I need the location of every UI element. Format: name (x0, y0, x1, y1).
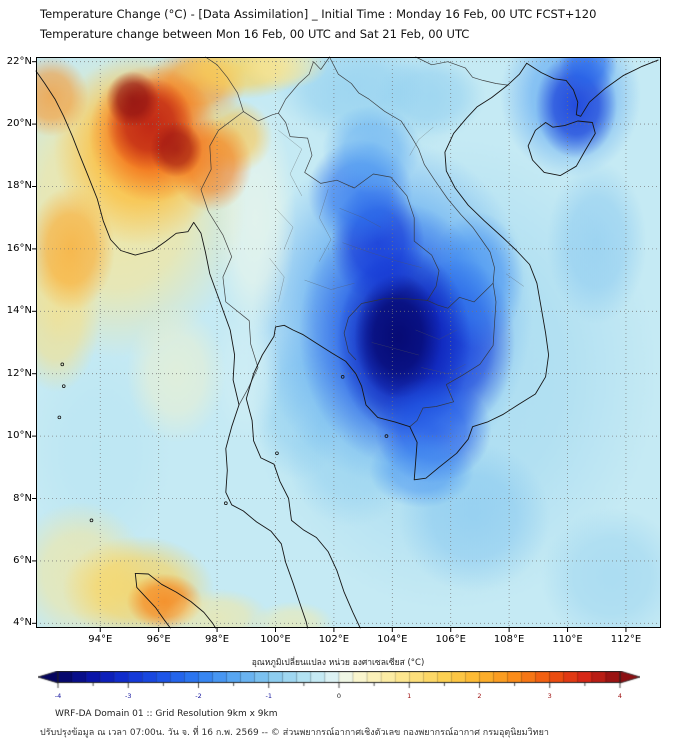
lat-tick-label: 6°N (13, 554, 32, 566)
lon-tick-label: 100°E (260, 634, 291, 645)
colorbar-tick-label: -4 (54, 692, 62, 700)
colorbar-tick-label: 3 (547, 692, 552, 700)
footer-update-info: ปรับปรุงข้อมูล ณ เวลา 07:00น. วัน จ. ที่… (40, 728, 549, 738)
map-overlay-coastlines (32, 56, 661, 632)
map-title: Temperature Change (°C) - [Data Assimila… (40, 7, 597, 21)
lat-tick-label: 16°N (6, 242, 32, 254)
lon-tick-label: 108°E (493, 634, 525, 645)
province-boundaries (269, 126, 524, 374)
map-subtitle: Temperature change between Mon 16 Feb, 0… (40, 27, 470, 41)
colorbar-tick-label: 4 (617, 692, 623, 700)
lat-tick-label: 8°N (13, 492, 32, 504)
lat-tick-label: 22°N (6, 55, 32, 67)
coastlines (35, 59, 659, 629)
country-borders (200, 56, 509, 428)
lon-tick-label: 98°E (205, 634, 230, 645)
lon-tick-label: 94°E (88, 634, 113, 645)
temperature-field-canvas (36, 57, 661, 628)
map-plot-area (32, 56, 661, 632)
lat-tick-label: 20°N (6, 118, 32, 130)
lon-tick-label: 102°E (318, 634, 350, 645)
colorbar-tick-label: 0 (336, 692, 342, 700)
graticule-gridlines (36, 57, 661, 628)
lat-tick-label: 14°N (6, 305, 32, 317)
colorbar-gradient (38, 671, 640, 691)
lon-tick-label: 110°E (552, 634, 583, 645)
colorbar-tick-label: -3 (125, 692, 132, 700)
lon-tick-label: 104°E (377, 634, 408, 645)
lat-tick-label: 12°N (6, 367, 32, 379)
lat-tick-label: 10°N (6, 430, 32, 442)
colorbar-tick-label: -1 (265, 692, 272, 700)
lon-tick-label: 106°E (435, 634, 466, 645)
lat-tick-label: 18°N (6, 180, 32, 192)
plot-frame (36, 57, 661, 628)
lat-tick-label: 4°N (13, 617, 32, 629)
colorbar-tick-label: 2 (477, 692, 482, 700)
colorbar-title: อุณหภูมิเปลี่ยนแปลง หน่วย องศาเซลเซียส (… (251, 658, 425, 668)
lon-tick-label: 96°E (146, 634, 171, 645)
footer-domain-info: WRF-DA Domain 01 :: Grid Resolution 9km … (55, 709, 278, 719)
axis-tick-marks (32, 61, 627, 632)
colorbar-tick-label: 1 (407, 692, 412, 700)
colorbar-tick-label: -2 (195, 692, 202, 700)
lon-tick-label: 112°E (610, 634, 642, 645)
